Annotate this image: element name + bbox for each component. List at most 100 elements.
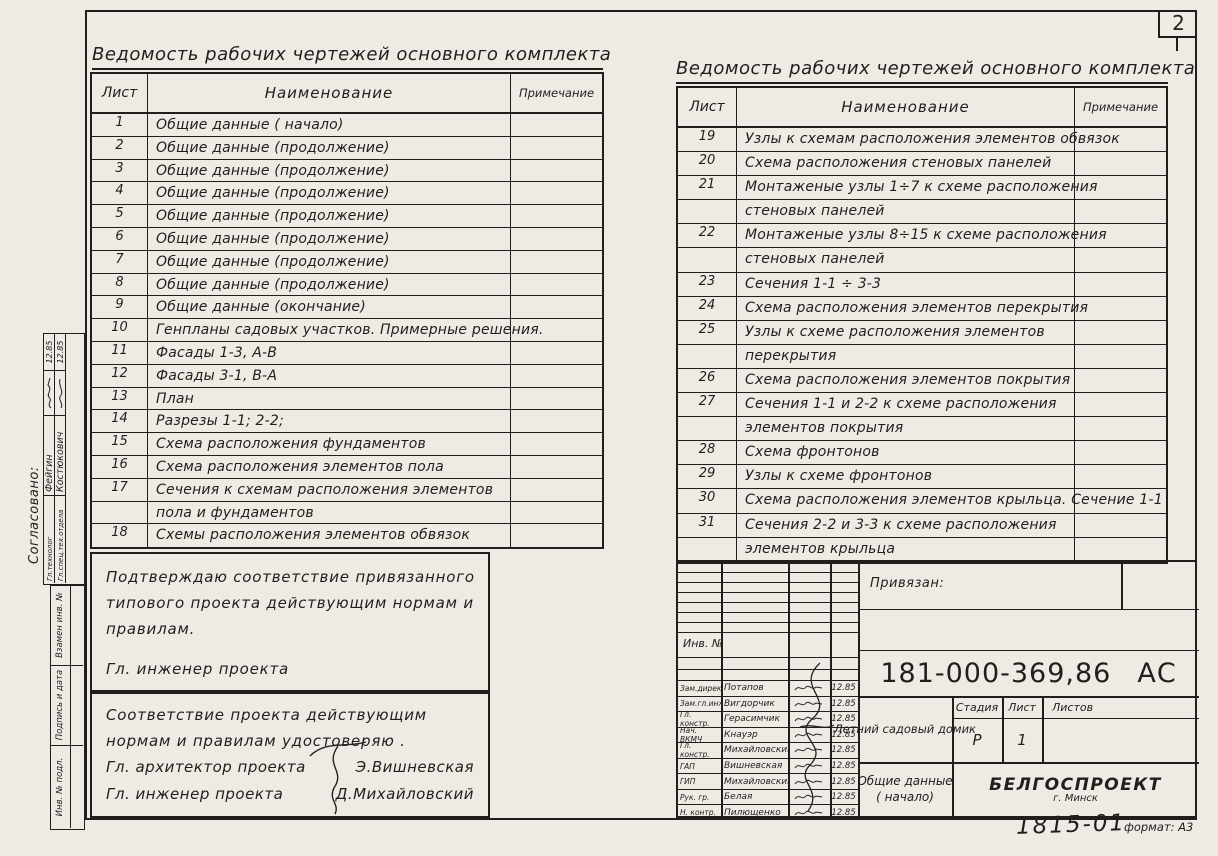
archive-number: 1815-01: [1015, 810, 1127, 840]
signature-date: 12.85: [831, 698, 856, 709]
note-cell: [511, 433, 602, 455]
note-cell: [1075, 176, 1166, 199]
sheet-number-cell: 12: [92, 364, 148, 387]
grid-line: [678, 632, 858, 633]
grid-line: [678, 622, 858, 623]
col-name: Наименование: [737, 88, 1075, 126]
note-cell: [511, 342, 602, 364]
grid-line: [858, 762, 1199, 764]
note-cell: [1075, 152, 1166, 175]
table-row: 31 Сечения 2-2 и 3-3 к схеме расположения: [678, 513, 1166, 538]
signer-line: Гл. архитектор проекта Э.Вишневская: [106, 754, 474, 781]
stage-label: Стадия: [955, 700, 999, 714]
grid-line: [678, 572, 858, 573]
sheet-number-cell: 16: [92, 455, 148, 478]
sheets-total-value: [1042, 718, 1199, 762]
drawing-name-cell: Общие данные (продолжение): [148, 136, 511, 159]
table-row: 28 Схема фронтонов: [678, 441, 1166, 466]
approval-date: 12.85: [55, 334, 66, 371]
signer-name: Михайловский: [724, 776, 788, 787]
note-cell: [1075, 297, 1166, 320]
sheet-number-cell: 7: [92, 250, 148, 273]
table-row: 9 Общие данные (окончание): [92, 296, 602, 320]
organization-name: БЕЛГОСПРОЕКТ: [989, 774, 1162, 795]
drawing-name-cell: Схема фронтонов: [737, 441, 1075, 465]
grid-line: [65, 334, 66, 583]
table-body: 19 Узлы к схемам расположения элементов о…: [678, 128, 1166, 562]
table-row: 25 Узлы к схеме расположения элементов: [678, 320, 1166, 345]
drawing-name-cell: Генпланы садовых участков. Примерные реш…: [148, 319, 543, 341]
sheet-number-cell: [678, 200, 737, 224]
note-cell: [1075, 417, 1166, 440]
table-header: Лист Наименование Примечание: [92, 74, 602, 114]
note-cell: [1075, 369, 1166, 392]
note-cell: [1075, 273, 1166, 296]
table-row: 30 Схема расположения элементов крыльца. …: [678, 489, 1166, 514]
drawing-name-cell: Узлы к схемам расположения элементов обв…: [737, 128, 1120, 152]
drawing-name-cell: стеновых панелей: [737, 248, 1075, 272]
approver-role: Гл.технолог: [45, 536, 54, 581]
sheets-label: Листов: [1052, 700, 1094, 714]
note-cell: [1075, 200, 1166, 223]
grid-line: [678, 582, 858, 583]
left-drawings-table: Лист Наименование Примечание 1 Общие данн…: [90, 72, 604, 549]
drawing-name-cell: Схема расположения элементов перекрытия: [737, 296, 1088, 320]
drawing-name-cell: Общие данные (продолжение): [148, 227, 511, 250]
approver-name: Костюкович: [55, 416, 66, 496]
drawing-name-cell: Схема расположения фундаментов: [148, 433, 511, 455]
stamp-signer-row: Н. контр. Пилющенко 12.85: [678, 804, 858, 820]
col-sheet: Лист: [678, 88, 737, 126]
drawing-name-cell: Общие данные (продолжение): [148, 159, 511, 182]
format-label: формат: А3: [1124, 820, 1194, 834]
table-row: 13 План: [92, 387, 602, 411]
signer-role: Рук. гр.: [680, 792, 710, 802]
signer-name: Белая: [724, 792, 753, 803]
signer-name: Вишневская: [724, 761, 783, 771]
margin-label: Инв. № подл.: [55, 757, 65, 817]
drawing-name-cell: Фасады 3-1, В-А: [148, 364, 511, 387]
note-cell: [511, 319, 602, 341]
sheet-number-cell: 4: [92, 182, 148, 205]
drawing-name-cell: Схема расположения элементов пола: [148, 455, 511, 478]
table-row: 20 Схема расположения стеновых панелей: [678, 152, 1166, 177]
drawing-name-cell: Монтаженые узлы 1÷7 к схеме расположения: [737, 176, 1097, 200]
right-drawings-table: Лист Наименование Примечание 19 Узлы к сх…: [676, 86, 1168, 564]
note-cell: [511, 205, 602, 227]
table-header: Лист Наименование Примечание: [678, 88, 1166, 128]
grid-line: [1002, 696, 1004, 762]
signature-date: 12.85: [831, 683, 856, 694]
note-cell: [511, 479, 602, 501]
drawing-name-cell: Фасады 1-3, А-В: [148, 341, 511, 364]
note-cell: [1075, 514, 1166, 537]
grid-line: [952, 718, 1199, 719]
signer-role: Нач. ВКМЧ: [680, 725, 703, 744]
drawing-name-cell: План: [148, 387, 511, 410]
signer-role: Гл. инженер проекта: [106, 660, 290, 678]
table-row: 8 Общие данные (продолжение): [92, 273, 602, 297]
sheet-number-cell: 15: [92, 433, 148, 455]
drawing-name-cell: пола и фундаментов: [148, 501, 511, 524]
sheet-title-line: Общие данные: [857, 774, 953, 788]
page-number: 2: [1172, 11, 1185, 35]
drawing-name-cell: Общие данные (продолжение): [148, 250, 511, 273]
note-cell: [1075, 489, 1166, 512]
sheet-number-cell: 21: [678, 176, 737, 200]
sheet-number-cell: 1: [92, 114, 148, 136]
drawing-name-cell: перекрытия: [737, 344, 1075, 368]
sheet-number-cell: 30: [678, 489, 737, 513]
note-line: типового проекта действующим нормам и: [106, 594, 474, 612]
grid-line: [54, 334, 55, 583]
drawing-name-cell: Сечения к схемам расположения элементов: [148, 478, 511, 501]
signer-line: Гл. инженер проекта Д.Михайловский: [106, 781, 474, 808]
signer-name: Потапов: [724, 683, 764, 694]
stamp-signers: Зам.директ.Потапов12.85Зам.гл.инж.Вигдор…: [678, 680, 858, 818]
note-cell: [1075, 393, 1166, 416]
signer-name: Д.Михайловский: [335, 785, 474, 803]
sheet-number-cell: 23: [678, 272, 737, 296]
sheet-number-cell: [92, 501, 148, 524]
note-cell: [1075, 441, 1166, 464]
sheet-number-cell: [678, 248, 737, 272]
signature-icon: [788, 761, 830, 771]
signature-date: 12.85: [831, 729, 856, 740]
approval-date: 12.85: [44, 334, 55, 371]
